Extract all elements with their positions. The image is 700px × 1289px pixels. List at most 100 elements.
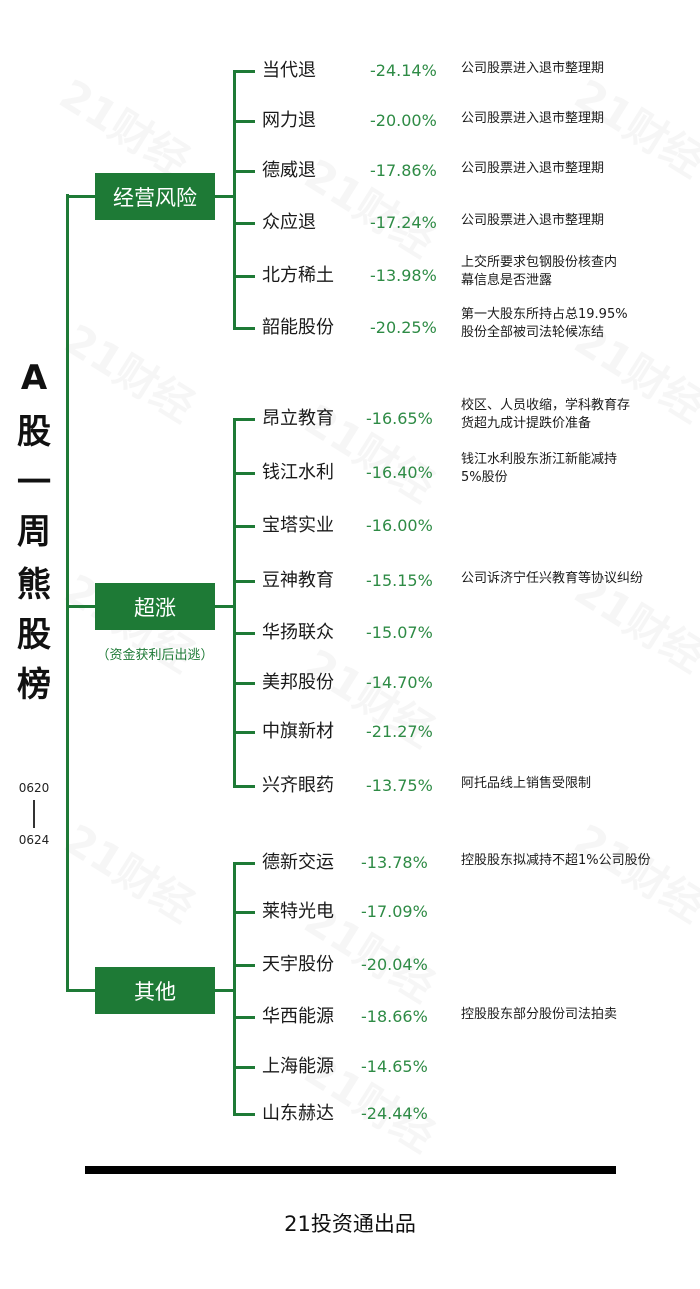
- reason-note: 阿托品线上销售受限制: [461, 775, 591, 793]
- weekly-change: -15.15%: [366, 571, 433, 590]
- title-char: 股: [17, 615, 51, 655]
- item-tick: [233, 120, 255, 123]
- weekly-change: -16.40%: [366, 463, 433, 482]
- category-branch: [215, 989, 235, 992]
- stock-name: 北方稀土: [262, 265, 334, 286]
- spine-branch: [66, 195, 96, 198]
- reason-note-line: 控股股东拟减持不超1%公司股份: [461, 853, 651, 868]
- list-item: 华扬联众 -15.07%: [0, 619, 700, 647]
- reason-note-line: 货超九成计提跌价准备: [461, 416, 592, 431]
- weekly-change: -20.25%: [370, 318, 437, 337]
- item-tick: [233, 580, 255, 583]
- reason-note-line: 控股股东部分股份司法拍卖: [461, 1007, 618, 1022]
- list-item: 华西能源 -18.66% 控股股东部分股份司法拍卖: [0, 1003, 700, 1031]
- list-item: 北方稀土 -13.98% 上交所要求包钢股份核查内 幕信息是否泄露: [0, 255, 700, 290]
- reason-note: 公司股票进入退市整理期: [461, 212, 604, 230]
- list-item: 昂立教育 -16.65% 校区、人员收缩，学科教育存 货超九成计提跌价准备: [0, 398, 700, 433]
- reason-note: 控股股东部分股份司法拍卖: [461, 1006, 617, 1024]
- title-char: 一: [17, 463, 51, 503]
- reason-note-line: 5%股份: [461, 470, 508, 485]
- weekly-change: -20.00%: [370, 111, 437, 130]
- weekly-change: -14.70%: [366, 673, 433, 692]
- list-item: 钱江水利 -16.40% 钱江水利股东浙江新能减持 5%股份: [0, 452, 700, 487]
- reason-note-line: 第一大股东所持占总19.95%: [461, 307, 628, 322]
- reason-note-line: 幕信息是否泄露: [461, 273, 553, 288]
- reason-note-line: 公司股票进入退市整理期: [461, 111, 605, 126]
- title-char: 周: [17, 512, 51, 552]
- item-tick: [233, 327, 255, 330]
- stock-name: 上海能源: [262, 1056, 334, 1077]
- title-char: 榜: [17, 665, 51, 705]
- weekly-change: -13.78%: [361, 853, 428, 872]
- footer-divider: [85, 1166, 616, 1174]
- category-vertical: [233, 418, 236, 787]
- stock-name: 豆神教育: [262, 570, 334, 591]
- weekly-change: -21.27%: [366, 722, 433, 741]
- stock-name: 网力退: [262, 110, 316, 131]
- stock-name: 昂立教育: [262, 408, 334, 429]
- list-item: 众应退 -17.24% 公司股票进入退市整理期: [0, 209, 700, 237]
- weekly-change: -17.09%: [361, 902, 428, 921]
- category-vertical: [233, 862, 236, 1115]
- weekly-change: -24.14%: [370, 61, 437, 80]
- date-separator: [33, 800, 35, 828]
- stock-name: 天宇股份: [262, 954, 334, 975]
- weekly-change: -13.98%: [370, 266, 437, 285]
- item-tick: [233, 222, 255, 225]
- reason-note-line: 校区、人员收缩，学科教育存: [461, 398, 631, 413]
- list-item: 豆神教育 -15.15% 公司诉济宁任兴教育等协议纠纷: [0, 567, 700, 595]
- stock-name: 众应退: [262, 212, 316, 233]
- stock-name: 华扬联众: [262, 622, 334, 643]
- list-item: 德新交运 -13.78% 控股股东拟减持不超1%公司股份: [0, 849, 700, 877]
- stock-name: 宝塔实业: [262, 515, 334, 536]
- reason-note: 第一大股东所持占总19.95% 股份全部被司法轮候冻结: [461, 306, 628, 342]
- item-tick: [233, 1066, 255, 1069]
- reason-note: 公司股票进入退市整理期: [461, 110, 604, 128]
- item-tick: [233, 964, 255, 967]
- category-box: 其他: [95, 967, 215, 1014]
- reason-note-line: 上交所要求包钢股份核查内: [461, 255, 618, 270]
- category-branch: [215, 605, 235, 608]
- category-note: （资金获利后出逃）: [96, 648, 214, 663]
- list-item: 中旗新材 -21.27%: [0, 718, 700, 746]
- category-vertical: [233, 70, 236, 329]
- weekly-change: -18.66%: [361, 1007, 428, 1026]
- weekly-change: -14.65%: [361, 1057, 428, 1076]
- spine-branch: [66, 989, 96, 992]
- spine-branch: [66, 605, 96, 608]
- item-tick: [233, 1016, 255, 1019]
- reason-note-line: 公司股票进入退市整理期: [461, 213, 605, 228]
- stock-name: 山东赫达: [262, 1103, 334, 1124]
- list-item: 天宇股份 -20.04%: [0, 951, 700, 979]
- stock-name: 当代退: [262, 60, 316, 81]
- list-item: 山东赫达 -24.44%: [0, 1100, 700, 1128]
- weekly-change: -16.65%: [366, 409, 433, 428]
- list-item: 兴齐眼药 -13.75% 阿托品线上销售受限制: [0, 772, 700, 800]
- item-tick: [233, 170, 255, 173]
- item-tick: [233, 911, 255, 914]
- reason-note-line: 钱江水利股东浙江新能减持: [461, 452, 618, 467]
- stock-name: 中旗新材: [262, 721, 334, 742]
- stock-name: 钱江水利: [262, 462, 334, 483]
- item-tick: [233, 862, 255, 865]
- footer-credit: 21投资通出品: [284, 1212, 416, 1236]
- main-spine: [66, 194, 69, 992]
- list-item: 上海能源 -14.65%: [0, 1053, 700, 1081]
- category-box: 经营风险: [95, 173, 215, 220]
- stock-name: 华西能源: [262, 1006, 334, 1027]
- title-char: 熊: [17, 565, 51, 605]
- stock-name: 韶能股份: [262, 317, 334, 338]
- reason-note: 公司股票进入退市整理期: [461, 160, 604, 178]
- item-tick: [233, 525, 255, 528]
- date-end: 0624: [18, 833, 50, 847]
- weekly-change: -16.00%: [366, 516, 433, 535]
- reason-note-line: 股份全部被司法轮候冻结: [461, 325, 605, 340]
- reason-note: 控股股东拟减持不超1%公司股份: [461, 852, 651, 870]
- weekly-change: -20.04%: [361, 955, 428, 974]
- stock-name: 德新交运: [262, 852, 334, 873]
- list-item: 美邦股份 -14.70%: [0, 669, 700, 697]
- item-tick: [233, 785, 255, 788]
- item-tick: [233, 472, 255, 475]
- category-box: 超涨: [95, 583, 215, 630]
- list-item: 德威退 -17.86% 公司股票进入退市整理期: [0, 157, 700, 185]
